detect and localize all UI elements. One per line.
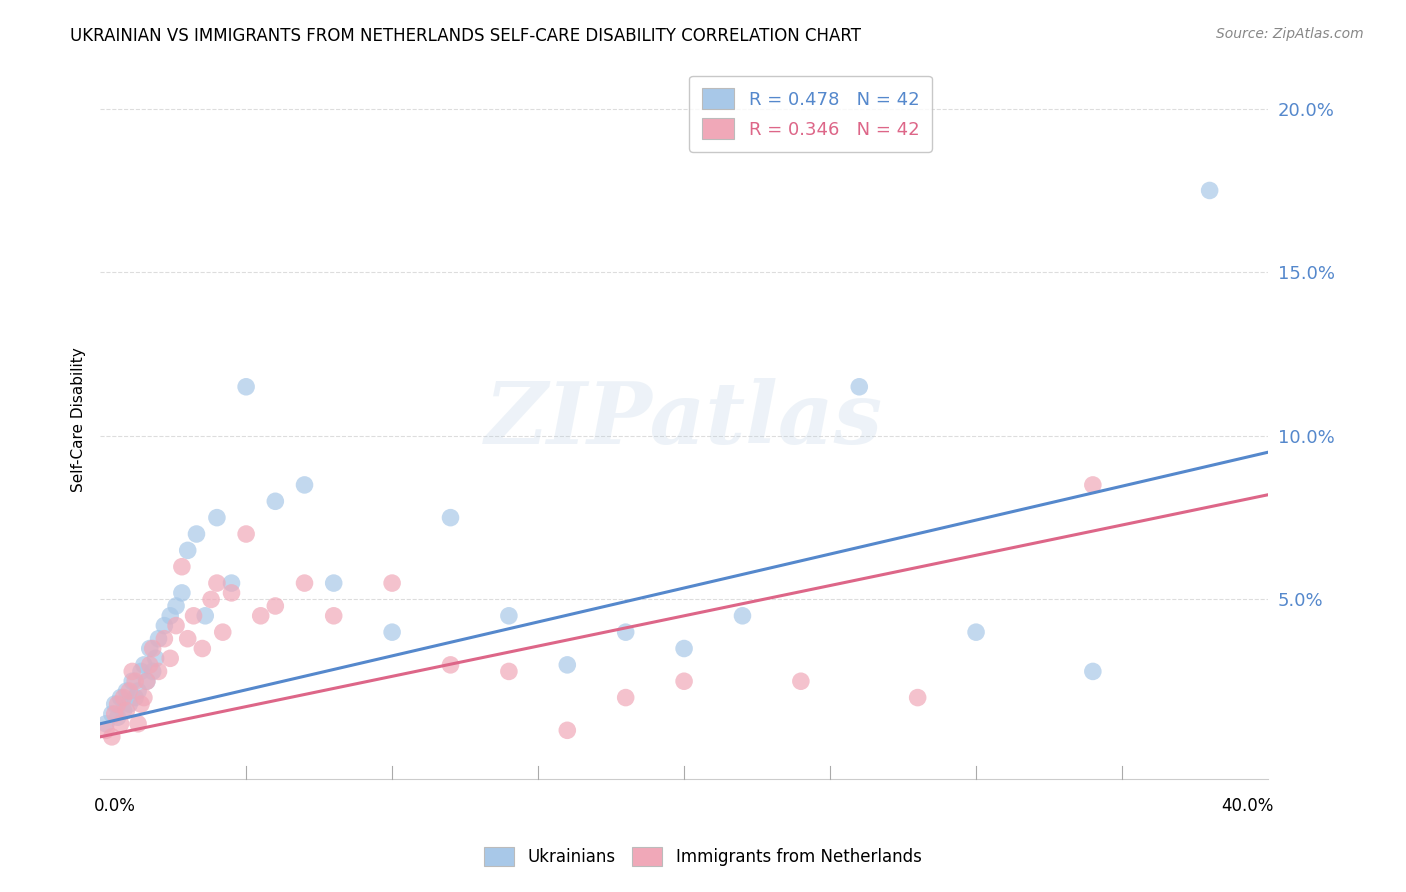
Point <box>121 674 143 689</box>
Point <box>439 510 461 524</box>
Point <box>118 697 141 711</box>
Point <box>148 665 170 679</box>
Point <box>673 674 696 689</box>
Point <box>907 690 929 705</box>
Legend: R = 0.478   N = 42, R = 0.346   N = 42: R = 0.478 N = 42, R = 0.346 N = 42 <box>689 76 932 152</box>
Point <box>101 706 124 721</box>
Point <box>731 608 754 623</box>
Point <box>159 651 181 665</box>
Point <box>1081 478 1104 492</box>
Text: Source: ZipAtlas.com: Source: ZipAtlas.com <box>1216 27 1364 41</box>
Point <box>221 576 243 591</box>
Point <box>235 527 257 541</box>
Point <box>294 576 316 591</box>
Point <box>94 723 117 738</box>
Point <box>381 625 404 640</box>
Point <box>211 625 233 640</box>
Point <box>121 665 143 679</box>
Point <box>124 674 146 689</box>
Point <box>235 380 257 394</box>
Point <box>107 710 129 724</box>
Point <box>104 706 127 721</box>
Point <box>439 657 461 672</box>
Point <box>264 599 287 613</box>
Point <box>129 665 152 679</box>
Point <box>790 674 813 689</box>
Point <box>177 543 200 558</box>
Point <box>153 618 176 632</box>
Point <box>322 608 344 623</box>
Point <box>94 716 117 731</box>
Text: UKRAINIAN VS IMMIGRANTS FROM NETHERLANDS SELF-CARE DISABILITY CORRELATION CHART: UKRAINIAN VS IMMIGRANTS FROM NETHERLANDS… <box>70 27 862 45</box>
Point <box>115 704 138 718</box>
Point <box>498 665 520 679</box>
Point <box>165 618 187 632</box>
Point <box>205 576 228 591</box>
Point <box>848 380 870 394</box>
Point <box>127 716 149 731</box>
Point <box>249 608 271 623</box>
Point <box>129 697 152 711</box>
Point <box>159 608 181 623</box>
Point <box>221 586 243 600</box>
Point <box>177 632 200 646</box>
Text: 40.0%: 40.0% <box>1222 797 1274 815</box>
Point <box>170 559 193 574</box>
Point <box>614 690 637 705</box>
Point <box>148 632 170 646</box>
Point <box>200 592 222 607</box>
Point <box>965 625 987 640</box>
Legend: Ukrainians, Immigrants from Netherlands: Ukrainians, Immigrants from Netherlands <box>477 838 929 875</box>
Point <box>112 690 135 705</box>
Point <box>183 608 205 623</box>
Point <box>135 674 157 689</box>
Text: 0.0%: 0.0% <box>94 797 136 815</box>
Point <box>186 527 208 541</box>
Point <box>124 690 146 705</box>
Point <box>205 510 228 524</box>
Point <box>135 674 157 689</box>
Point <box>1198 184 1220 198</box>
Point <box>191 641 214 656</box>
Point <box>673 641 696 656</box>
Point <box>110 690 132 705</box>
Point <box>104 697 127 711</box>
Point <box>381 576 404 591</box>
Point <box>132 690 155 705</box>
Point <box>145 651 167 665</box>
Point <box>139 657 162 672</box>
Point <box>139 641 162 656</box>
Point <box>264 494 287 508</box>
Point <box>498 608 520 623</box>
Point <box>322 576 344 591</box>
Point <box>101 730 124 744</box>
Point <box>127 684 149 698</box>
Point <box>1081 665 1104 679</box>
Point <box>118 684 141 698</box>
Point <box>170 586 193 600</box>
Point <box>132 657 155 672</box>
Point <box>107 697 129 711</box>
Point <box>194 608 217 623</box>
Point <box>110 716 132 731</box>
Y-axis label: Self-Care Disability: Self-Care Disability <box>72 347 86 491</box>
Point <box>142 641 165 656</box>
Point <box>142 665 165 679</box>
Point <box>165 599 187 613</box>
Point <box>112 704 135 718</box>
Point <box>115 684 138 698</box>
Point <box>614 625 637 640</box>
Point <box>555 723 578 738</box>
Text: ZIPatlas: ZIPatlas <box>485 377 883 461</box>
Point <box>153 632 176 646</box>
Point <box>555 657 578 672</box>
Point <box>294 478 316 492</box>
